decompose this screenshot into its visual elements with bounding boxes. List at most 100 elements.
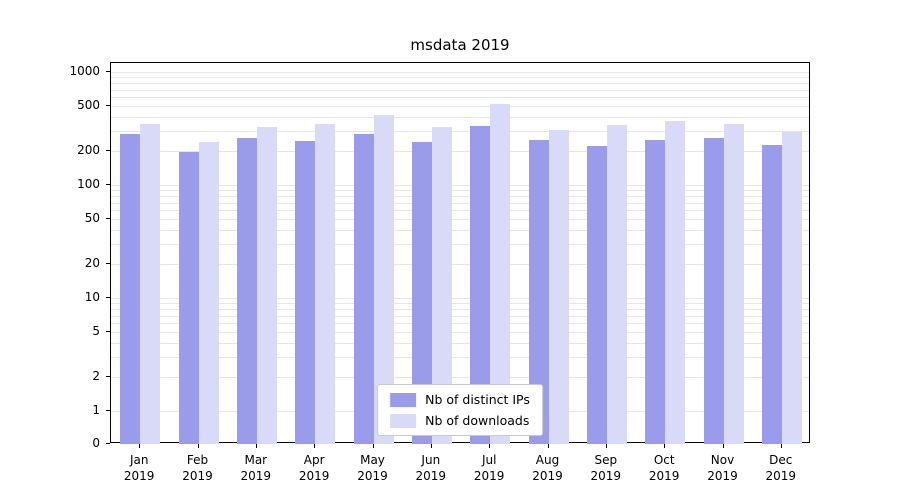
gridline [111,202,809,204]
y-tick-label: 1 [92,403,100,417]
x-tick-label: Feb 2019 [182,453,213,483]
y-tick-mark [106,297,110,298]
gridline [111,83,809,84]
gridline [111,264,809,265]
bar [178,152,199,444]
bar [586,146,607,444]
bar [781,131,802,444]
x-tick-mark [664,444,666,448]
y-tick-mark [106,376,110,377]
legend-swatch-distinct-ips [390,392,417,407]
bar [353,133,374,444]
bar [256,127,277,444]
y-tick-mark [106,443,110,444]
legend-entry-distinct-ips: Nb of distinct IPs [390,392,530,407]
gridline [111,77,809,79]
bar [703,138,724,444]
gridline [111,357,809,359]
gridline [111,106,809,107]
legend-label-distinct-ips: Nb of distinct IPs [425,392,530,407]
x-tick-label: Jun 2019 [415,453,447,483]
x-tick-mark [605,444,607,448]
gridline [111,332,809,333]
legend-swatch-downloads [390,413,417,428]
chart-title: msdata 2019 [410,36,510,54]
bar [548,129,569,444]
gridline [111,151,809,152]
gridline [111,244,809,246]
x-tick-label: Mar 2019 [240,453,272,483]
y-tick-label: 20 [84,256,100,270]
gridline [111,97,809,99]
y-tick-label: 0 [92,436,100,450]
x-tick-label: Oct 2019 [648,453,680,483]
gridline [111,303,809,305]
gridline [111,230,809,231]
bar [645,140,666,444]
y-tick-label: 100 [77,177,100,191]
y-tick-label: 5 [92,324,100,338]
gridline [111,298,809,299]
gridline [111,309,809,310]
y-tick-mark [106,150,110,151]
gridline [111,185,809,186]
bar [236,138,257,444]
bar [490,104,511,444]
gridline [111,89,809,91]
x-tick-mark [139,444,141,448]
x-tick-mark [372,444,374,448]
x-tick-mark [197,444,199,448]
x-tick-mark [780,444,782,448]
x-tick-mark [722,444,724,448]
bar [606,124,627,444]
legend: Nb of distinct IPs Nb of downloads [377,384,543,436]
x-tick-label: Jan 2019 [123,453,155,483]
gridline [111,196,809,197]
x-tick-label: Aug 2019 [532,453,563,483]
gridline [111,323,809,325]
bar [431,127,452,444]
y-tick-mark [106,105,110,106]
x-tick-mark [255,444,257,448]
x-tick-label: Sep 2019 [590,453,622,483]
bar [411,142,432,444]
gridline [111,72,809,73]
y-tick-label: 50 [84,211,100,225]
bar [761,145,782,444]
bar [470,126,491,444]
x-tick-mark [314,444,316,448]
gridline [111,343,809,344]
y-tick-label: 10 [84,290,100,304]
y-tick-mark [106,71,110,72]
y-tick-label: 500 [77,98,100,112]
x-tick-label: Apr 2019 [298,453,330,483]
legend-entry-downloads: Nb of downloads [390,413,530,428]
y-tick-mark [106,410,110,411]
gridline [111,219,809,220]
x-tick-label: Dec 2019 [765,453,797,483]
bar [723,123,744,444]
y-tick-mark [106,184,110,185]
legend-label-downloads: Nb of downloads [425,413,530,428]
x-tick-mark [489,444,491,448]
gridline [111,210,809,212]
bar [120,133,141,444]
bar [198,142,219,444]
bar [528,140,549,444]
y-tick-mark [106,218,110,219]
plot-area: Nb of distinct IPs Nb of downloads [110,62,810,444]
x-tick-mark [430,444,432,448]
bar [140,123,161,444]
gridline [111,131,809,133]
x-tick-label: May 2019 [357,453,388,483]
gridline [111,190,809,192]
gridline [111,315,809,317]
gridline [111,117,809,118]
x-tick-label: Nov 2019 [707,453,738,483]
y-tick-label: 200 [77,143,100,157]
bar [315,124,336,444]
x-tick-label: Jul 2019 [473,453,505,483]
y-tick-label: 1000 [69,64,100,78]
gridline [111,377,809,378]
